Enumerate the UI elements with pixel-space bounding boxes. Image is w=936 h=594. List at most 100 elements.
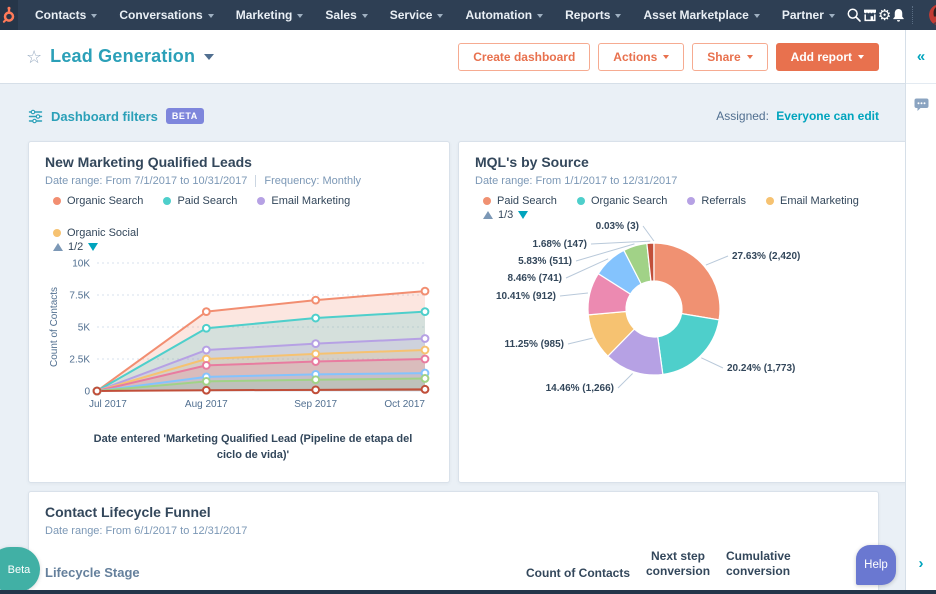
legend-pager: 1/3 bbox=[483, 209, 893, 221]
chevron-down-icon bbox=[437, 13, 444, 18]
chevron-down-icon bbox=[297, 13, 304, 18]
favorite-star-icon[interactable]: ☆ bbox=[26, 46, 43, 67]
date-range: Date range: From 1/1/2017 to 12/31/2017 bbox=[475, 175, 678, 187]
settings-gear-icon[interactable]: ⚙ bbox=[877, 5, 892, 24]
chevron-down-icon bbox=[207, 13, 214, 18]
pager-label: 1/2 bbox=[68, 241, 84, 253]
pager-up-icon[interactable] bbox=[483, 211, 493, 219]
page-title: Lead Generation bbox=[50, 46, 196, 66]
svg-text:1.68% (147): 1.68% (147) bbox=[533, 239, 587, 250]
create-dashboard-button[interactable]: Create dashboard bbox=[458, 42, 591, 71]
nav-item-partner[interactable]: Partner bbox=[771, 0, 846, 30]
chevron-down-icon bbox=[746, 55, 753, 59]
frequency: Frequency: Monthly bbox=[264, 175, 362, 187]
beta-tab-button[interactable]: Beta bbox=[0, 547, 40, 592]
donut-legend: Paid Search Organic Search Referrals Email … bbox=[483, 195, 893, 207]
chevron-down-icon bbox=[858, 55, 864, 59]
chevron-down-icon bbox=[361, 13, 368, 18]
svg-text:10.41% (912): 10.41% (912) bbox=[496, 291, 556, 302]
next-panel-chevron-icon[interactable]: › bbox=[918, 555, 924, 572]
meta-divider bbox=[255, 175, 257, 187]
nav-item-conversations[interactable]: Conversations bbox=[108, 0, 224, 30]
svg-text:0.03% (3): 0.03% (3) bbox=[596, 221, 639, 232]
filter-icon bbox=[28, 109, 43, 123]
legend-pager: 1/2 bbox=[53, 241, 433, 253]
legend-item-paid-search[interactable]: Paid Search bbox=[163, 195, 237, 207]
add-report-button[interactable]: Add report bbox=[775, 42, 879, 71]
chevron-down-icon bbox=[91, 13, 98, 18]
assigned-label: Assigned: bbox=[716, 109, 769, 123]
nav-item-sales[interactable]: Sales bbox=[314, 0, 378, 30]
legend-dot-icon bbox=[53, 229, 61, 237]
legend-dot-icon bbox=[576, 197, 585, 205]
column-count-of-contacts: Count of Contacts bbox=[526, 566, 630, 581]
pager-up-icon[interactable] bbox=[53, 243, 63, 251]
legend-item-organic-search[interactable]: Organic Search bbox=[576, 195, 667, 207]
search-icon[interactable] bbox=[846, 0, 862, 30]
svg-text:Count of Contacts: Count of Contacts bbox=[49, 287, 60, 367]
svg-text:Sep 2017: Sep 2017 bbox=[294, 399, 337, 410]
card-title: Contact Lifecycle Funnel bbox=[45, 503, 211, 520]
legend-dot-icon bbox=[53, 197, 61, 205]
chevron-down-icon bbox=[753, 13, 760, 18]
dashboard-header: ☆ Lead Generation Create dashboard Actio… bbox=[0, 30, 905, 84]
card-contact-lifecycle-funnel: Contact Lifecycle Funnel Date range: Fro… bbox=[28, 490, 879, 594]
svg-text:8.46% (741): 8.46% (741) bbox=[508, 273, 562, 284]
svg-text:5.83% (511): 5.83% (511) bbox=[518, 256, 572, 267]
legend-dot-icon bbox=[766, 197, 774, 205]
dashboard-body: Dashboard filters BETA Assigned: Everyon… bbox=[0, 84, 910, 594]
card-mql-by-source: MQL's by Source Date range: From 1/1/201… bbox=[458, 141, 910, 483]
right-rail: « › bbox=[905, 30, 936, 594]
legend-item-email-marketing[interactable]: Email Marketing bbox=[766, 195, 859, 207]
legend-item-paid-search[interactable]: Paid Search bbox=[483, 195, 557, 207]
date-range: Date range: From 7/1/2017 to 10/31/2017 bbox=[45, 175, 248, 187]
dashboard-filters-label: Dashboard filters bbox=[51, 108, 158, 124]
window-bottom-edge bbox=[0, 590, 936, 594]
nav-item-reports[interactable]: Reports bbox=[554, 0, 632, 30]
legend-item-referrals[interactable]: Referrals bbox=[687, 195, 746, 207]
help-button[interactable]: Help bbox=[856, 545, 896, 585]
nav-item-automation[interactable]: Automation bbox=[454, 0, 554, 30]
assigned-link[interactable]: Everyone can edit bbox=[776, 109, 879, 123]
svg-text:5K: 5K bbox=[78, 323, 91, 334]
pager-label: 1/3 bbox=[498, 209, 514, 221]
legend-item-organic-search[interactable]: Organic Search bbox=[53, 195, 143, 207]
marketplace-icon[interactable] bbox=[862, 0, 878, 30]
top-nav: Contacts Conversations Marketing Sales Servi… bbox=[0, 0, 936, 30]
dashboard-switcher-caret-icon[interactable] bbox=[204, 53, 215, 60]
column-next-step-conversion: Next step conversion bbox=[646, 548, 711, 579]
filters-row: Dashboard filters BETA Assigned: Everyon… bbox=[28, 108, 879, 124]
avatar bbox=[929, 4, 936, 26]
nav-menu: Contacts Conversations Marketing Sales Servi… bbox=[24, 0, 846, 30]
account-menu[interactable] bbox=[919, 0, 936, 30]
notifications-bell-icon[interactable] bbox=[891, 0, 906, 30]
dashboard-filters-button[interactable]: Dashboard filters BETA bbox=[28, 108, 204, 124]
svg-text:Oct 2017: Oct 2017 bbox=[384, 399, 425, 410]
share-button[interactable]: Share bbox=[692, 42, 768, 71]
legend-dot-icon bbox=[163, 197, 172, 205]
card-title: New Marketing Qualified Leads bbox=[45, 154, 252, 170]
pager-down-icon[interactable] bbox=[88, 243, 99, 251]
svg-text:Jul 2017: Jul 2017 bbox=[89, 399, 127, 410]
collapse-panel-icon[interactable]: « bbox=[906, 30, 936, 84]
actions-button[interactable]: Actions bbox=[598, 42, 685, 71]
column-cumulative-conversion: Cumulative conversion bbox=[726, 548, 791, 579]
mql-line-chart: 0 2.5K 5K 7.5K 10K Jul 2017 Aug 2017 Sep 2017 Oc… bbox=[49, 259, 430, 410]
nav-item-asset-marketplace[interactable]: Asset Marketplace bbox=[632, 0, 770, 30]
nav-item-marketing[interactable]: Marketing bbox=[225, 0, 315, 30]
legend-item-organic-social[interactable]: Organic Social bbox=[53, 227, 139, 239]
column-lifecycle-stage: Lifecycle Stage bbox=[45, 565, 140, 581]
svg-text:7.5K: 7.5K bbox=[69, 291, 90, 302]
card-title: MQL's by Source bbox=[475, 154, 589, 170]
chevron-down-icon bbox=[537, 13, 544, 18]
funnel-header-row: Lifecycle Stage Count of Contacts Next s… bbox=[45, 549, 862, 580]
pager-down-icon[interactable] bbox=[518, 211, 529, 219]
legend-dot-icon bbox=[257, 197, 266, 205]
legend-dot-icon bbox=[483, 197, 491, 205]
legend-item-email-marketing[interactable]: Email Marketing bbox=[257, 195, 350, 207]
nav-item-contacts[interactable]: Contacts bbox=[24, 0, 108, 30]
svg-text:27.63% (2,420): 27.63% (2,420) bbox=[732, 251, 800, 262]
hubspot-logo[interactable] bbox=[0, 0, 18, 30]
comments-icon[interactable] bbox=[906, 98, 936, 111]
nav-item-service[interactable]: Service bbox=[379, 0, 455, 30]
